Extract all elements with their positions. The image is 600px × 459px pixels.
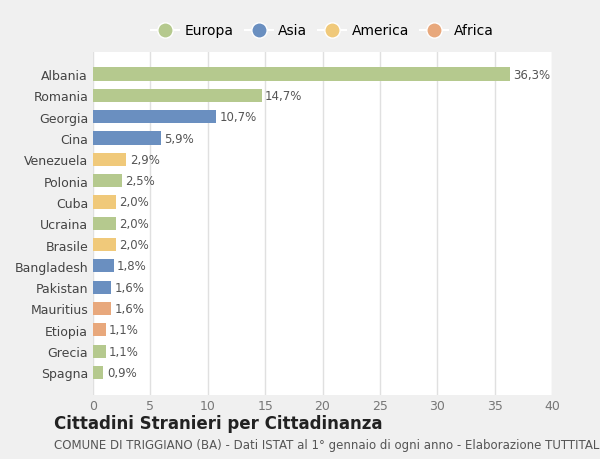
- Bar: [93, 260, 113, 273]
- Text: 1,1%: 1,1%: [109, 345, 139, 358]
- Text: 1,6%: 1,6%: [115, 281, 145, 294]
- Text: 2,0%: 2,0%: [119, 196, 149, 209]
- Bar: [93, 324, 106, 336]
- Bar: [93, 90, 262, 103]
- Bar: [93, 132, 161, 146]
- Bar: [93, 174, 122, 188]
- Text: 0,9%: 0,9%: [107, 366, 137, 379]
- Text: Cittadini Stranieri per Cittadinanza: Cittadini Stranieri per Cittadinanza: [54, 414, 383, 432]
- Text: 14,7%: 14,7%: [265, 90, 302, 103]
- Bar: [93, 111, 216, 124]
- Bar: [93, 281, 112, 294]
- Bar: [93, 153, 126, 167]
- Text: 2,0%: 2,0%: [119, 239, 149, 252]
- Text: 2,0%: 2,0%: [119, 217, 149, 230]
- Text: 2,5%: 2,5%: [125, 175, 155, 188]
- Bar: [93, 345, 106, 358]
- Bar: [93, 302, 112, 315]
- Text: 5,9%: 5,9%: [164, 132, 194, 145]
- Text: 2,9%: 2,9%: [130, 153, 160, 167]
- Text: COMUNE DI TRIGGIANO (BA) - Dati ISTAT al 1° gennaio di ogni anno - Elaborazione : COMUNE DI TRIGGIANO (BA) - Dati ISTAT al…: [54, 438, 600, 451]
- Bar: [93, 217, 116, 230]
- Text: 36,3%: 36,3%: [513, 68, 550, 81]
- Text: 1,1%: 1,1%: [109, 324, 139, 336]
- Bar: [93, 366, 103, 379]
- Bar: [93, 238, 116, 252]
- Bar: [93, 68, 509, 82]
- Legend: Europa, Asia, America, Africa: Europa, Asia, America, Africa: [148, 20, 497, 42]
- Text: 1,8%: 1,8%: [117, 260, 147, 273]
- Text: 1,6%: 1,6%: [115, 302, 145, 315]
- Text: 10,7%: 10,7%: [219, 111, 256, 124]
- Bar: [93, 196, 116, 209]
